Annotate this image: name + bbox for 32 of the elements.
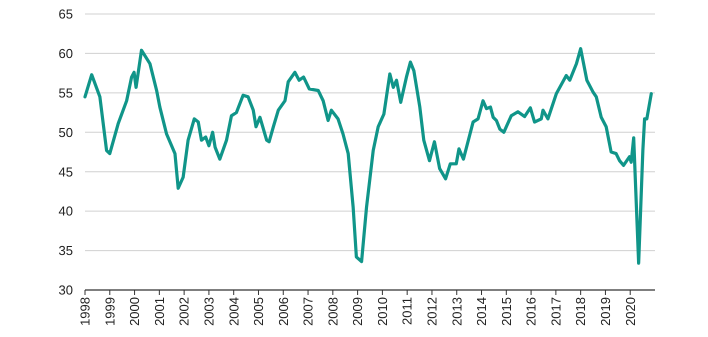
- x-tick-label: 2020: [622, 297, 638, 326]
- x-tick-label: 2017: [548, 297, 564, 326]
- y-tick-label: 60: [58, 46, 73, 61]
- y-tick-label: 30: [58, 282, 73, 298]
- x-tick-label: 2011: [400, 297, 415, 325]
- x-tick-label: 2012: [424, 297, 440, 326]
- y-tick-label: 65: [58, 6, 73, 22]
- x-tick-label: 2008: [325, 297, 340, 326]
- x-tick-label: 2016: [524, 297, 539, 326]
- x-tick-label: 2002: [176, 297, 192, 326]
- x-tick-label: 2007: [300, 297, 316, 326]
- y-tick-label: 55: [58, 85, 73, 100]
- x-tick-label: 2015: [498, 297, 514, 326]
- y-tick-label: 40: [58, 204, 73, 219]
- y-tick-label: 45: [58, 164, 73, 180]
- x-tick-label: 2013: [449, 297, 464, 326]
- x-tick-label: 1999: [102, 297, 118, 326]
- x-tick-label: 2018: [573, 297, 588, 326]
- line-series: [83, 47, 653, 265]
- y-tick-label: 35: [58, 243, 73, 258]
- x-tick-label: 1998: [78, 297, 93, 326]
- x-tick-label: 2004: [226, 297, 242, 326]
- x-tick-label: 2006: [276, 297, 291, 326]
- x-tick-label: 2019: [598, 297, 613, 326]
- x-tick-label: 2003: [201, 297, 216, 326]
- x-tick-label: 2005: [251, 297, 266, 326]
- y-tick-label: 50: [58, 124, 73, 140]
- x-tick-label: 2009: [350, 297, 366, 326]
- x-tick-label: 2010: [374, 297, 390, 326]
- x-tick-label: 2014: [474, 297, 490, 326]
- x-tick-label: 2001: [152, 297, 167, 326]
- x-tick-label: 2000: [127, 297, 142, 326]
